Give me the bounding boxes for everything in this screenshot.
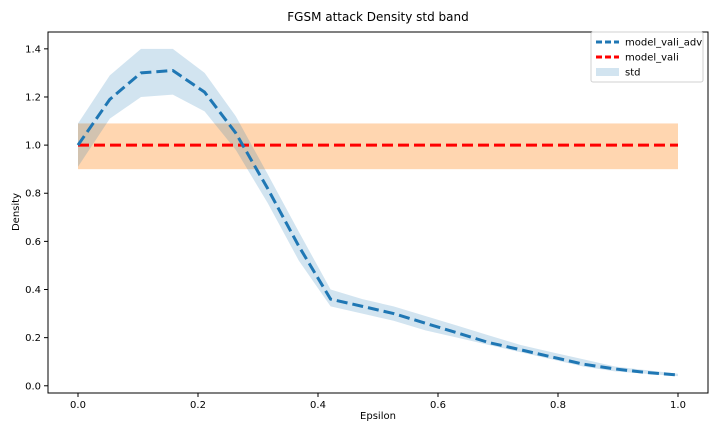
legend-box bbox=[590, 31, 704, 83]
x-tick-label: 0.4 bbox=[310, 400, 326, 411]
y-tick-label: 1.2 bbox=[25, 92, 41, 103]
y-tick-label: 1.0 bbox=[25, 141, 41, 152]
y-axis: 0.0 0.2 0.4 0.6 0.8 1.0 1.2 1.4 bbox=[25, 44, 48, 392]
model-vali-adv-std-band bbox=[78, 48, 678, 377]
y-tick-label: 0.2 bbox=[25, 333, 41, 344]
legend-swatch-std bbox=[596, 68, 619, 76]
x-axis: 0.0 0.2 0.4 0.6 0.8 1.0 bbox=[70, 393, 686, 411]
legend-label: std bbox=[625, 68, 640, 79]
y-tick-label: 0.6 bbox=[25, 237, 41, 248]
x-tick-label: 0.8 bbox=[550, 400, 566, 411]
plot-area bbox=[76, 48, 679, 377]
x-axis-label: Epsilon bbox=[360, 411, 396, 422]
x-tick-label: 0.6 bbox=[430, 400, 446, 411]
x-tick-label: 1.0 bbox=[670, 400, 686, 411]
legend-label: model_vali_adv bbox=[625, 38, 702, 49]
y-tick-label: 0.4 bbox=[25, 285, 41, 296]
legend-label: model_vali bbox=[625, 53, 679, 64]
y-tick-label: 1.4 bbox=[25, 44, 41, 55]
x-tick-label: 0.0 bbox=[70, 400, 86, 411]
plot-frame bbox=[47, 31, 709, 394]
y-tick-label: 0.8 bbox=[25, 189, 41, 200]
model-vali-adv-line bbox=[76, 69, 679, 377]
y-tick-label: 0.0 bbox=[25, 381, 41, 392]
x-tick-label: 0.2 bbox=[190, 400, 206, 411]
chart-title: FGSM attack Density std band bbox=[287, 10, 468, 24]
y-axis-label: Density bbox=[11, 193, 22, 231]
